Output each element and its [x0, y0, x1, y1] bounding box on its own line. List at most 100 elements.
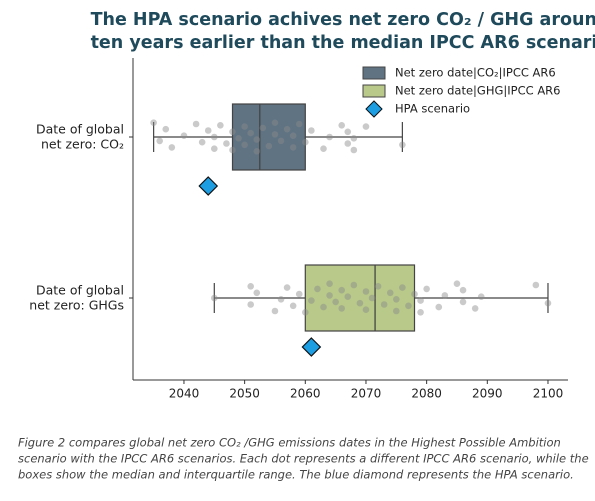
scenario-dot: [259, 124, 267, 132]
scenario-dot: [350, 281, 358, 289]
scenario-dot: [344, 140, 352, 147]
scenario-dot: [168, 144, 176, 151]
scenario-dot: [229, 146, 236, 154]
scenario-dot: [150, 119, 157, 126]
caption: Figure 2 compares global net zero CO₂ /G…: [18, 436, 561, 450]
caption: boxes show the median and interquartile …: [18, 468, 574, 482]
scenario-dot: [253, 148, 261, 155]
scenario-dot: [386, 289, 394, 297]
scenario-dot: [326, 280, 333, 288]
caption: scenario with the IPCC AR6 scenarios. Ea…: [18, 452, 589, 466]
scenario-dot: [308, 297, 315, 304]
scenario-dot: [223, 140, 230, 147]
scenario-dot: [350, 135, 358, 142]
x-tick-label: 2100: [533, 387, 564, 401]
scenario-dot: [289, 144, 297, 151]
scenario-dot: [265, 142, 273, 150]
hpa-diamond: [198, 176, 219, 196]
scenario-dot: [344, 293, 352, 301]
scenario-dot: [417, 297, 424, 304]
category-label: Date of global: [36, 283, 124, 298]
scenario-dot: [368, 294, 376, 302]
scenario-dot: [210, 133, 218, 141]
scenario-dot: [417, 309, 424, 316]
scenario-dot: [277, 296, 285, 303]
scenario-dot: [204, 127, 212, 134]
scenario-dot: [302, 309, 309, 316]
scenario-dot: [399, 141, 406, 149]
scenario-dot: [532, 281, 540, 289]
scenario-dot: [241, 123, 248, 130]
scenario-dot: [253, 289, 261, 297]
scenario-dot: [235, 135, 242, 142]
x-tick-label: 2040: [169, 387, 200, 401]
chart-title: The HPA scenario achives net zero CO₂ / …: [91, 10, 595, 30]
scenario-dot: [289, 132, 297, 139]
scenario-dot: [362, 288, 370, 295]
legend-swatch: [362, 66, 386, 80]
x-tick-label: 2060: [290, 387, 321, 401]
scenario-dot: [271, 119, 279, 126]
hpa-diamond: [301, 337, 322, 357]
scenario-dot: [380, 301, 388, 308]
scenario-dot: [332, 298, 339, 306]
scenario-dot: [441, 292, 449, 299]
x-tick-label: 2090: [472, 387, 503, 401]
x-tick-label: 2080: [411, 387, 442, 401]
scenario-dot: [374, 283, 382, 290]
scenario-dot: [405, 302, 412, 310]
scenario-dot: [423, 285, 430, 293]
scenario-dot: [283, 284, 291, 291]
legend-swatch: [362, 84, 386, 98]
scenario-dot: [198, 138, 206, 146]
legend-swatch: [365, 100, 383, 118]
scenario-dot: [302, 138, 309, 146]
scenario-dot: [320, 303, 327, 311]
scenario-dot: [156, 137, 163, 145]
chart-title: ten years earlier than the median IPCC A…: [91, 33, 595, 53]
scenario-dot: [338, 122, 346, 129]
scenario-dot: [326, 133, 333, 141]
scenario-dot: [271, 307, 279, 315]
scenario-dot: [180, 132, 188, 139]
scenario-dot: [253, 136, 261, 143]
scenario-dot: [210, 145, 218, 152]
scenario-dot: [459, 298, 467, 306]
legend-label: Net zero date|CO₂|IPCC AR6: [395, 66, 556, 80]
scenario-dot: [295, 290, 303, 298]
legend-label: HPA scenario: [395, 102, 470, 116]
scenario-dot: [241, 141, 248, 149]
scenario-dot: [435, 303, 443, 311]
box: [231, 103, 306, 171]
scenario-dot: [338, 305, 346, 312]
scenario-dot: [477, 293, 485, 301]
scenario-dot: [229, 128, 236, 136]
box: [304, 264, 416, 332]
scenario-dot: [314, 285, 321, 293]
category-label: net zero: GHGs: [29, 298, 124, 313]
scenario-dot: [247, 129, 254, 137]
scenario-dot: [320, 145, 327, 152]
scenario-dot: [277, 137, 285, 145]
scenario-dot: [362, 123, 370, 130]
x-tick-label: 2070: [351, 387, 382, 401]
scenario-dot: [289, 302, 297, 310]
scenario-dot: [295, 120, 303, 128]
scenario-dot: [459, 286, 467, 294]
scenario-dot: [247, 301, 254, 308]
scenario-dot: [362, 306, 370, 314]
scenario-dot: [283, 125, 291, 133]
scenario-dot: [350, 146, 358, 154]
scenario-dot: [411, 290, 418, 298]
scenario-dot: [271, 131, 279, 138]
scenario-dot: [399, 284, 406, 291]
scenario-dot: [192, 120, 200, 128]
scenario-dot: [162, 125, 170, 133]
scenario-dot: [338, 286, 346, 294]
scenario-dot: [453, 280, 461, 288]
scenario-dot: [393, 307, 400, 315]
scenario-dot: [247, 283, 254, 290]
x-tick-label: 2050: [229, 387, 260, 401]
legend-label: Net zero date|GHG|IPCC AR6: [395, 84, 561, 98]
scenario-dot: [344, 128, 352, 136]
